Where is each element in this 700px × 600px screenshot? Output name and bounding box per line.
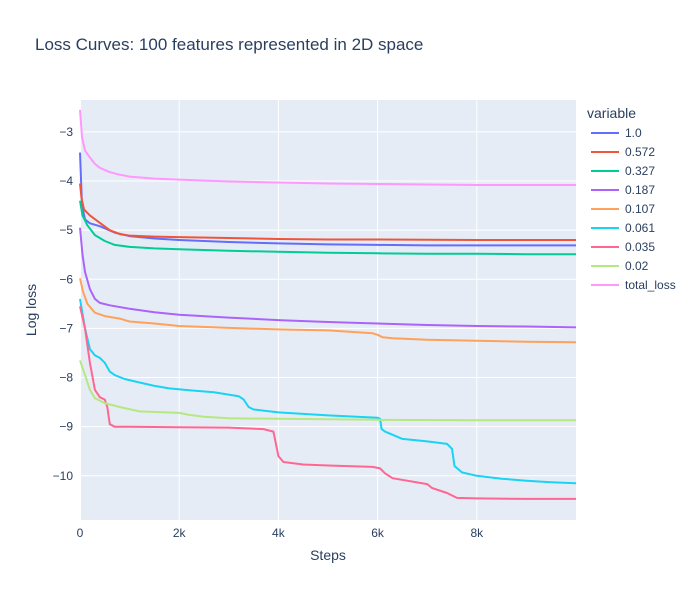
legend-item-0.107[interactable]: 0.107 (591, 202, 655, 216)
x-tick-label: 2k (173, 526, 187, 540)
legend-item-0.327[interactable]: 0.327 (591, 164, 655, 178)
y-tick-label: −6 (59, 272, 73, 286)
legend-item-0.035[interactable]: 0.035 (591, 240, 655, 254)
y-axis-title: Log loss (23, 284, 39, 336)
series-lines (79, 109, 577, 500)
legend-label: 1.0 (625, 126, 642, 140)
x-tick-label: 0 (77, 526, 84, 540)
y-tick-label: −5 (59, 223, 73, 237)
series-line-0.061 (79, 298, 577, 485)
legend-item-0.02[interactable]: 0.02 (591, 259, 649, 273)
series-line-0.187 (79, 227, 577, 329)
series-line-0.572 (79, 183, 576, 241)
series-line-0.02 (79, 360, 576, 422)
axis-ticks: 0 2k 4k 6k 8k −10 −9 −8 −7 −6 −5 −4 −3 (53, 125, 484, 540)
legend-label: 0.061 (625, 221, 655, 235)
y-tick-label: −10 (53, 469, 74, 483)
series-line-0.327 (79, 200, 576, 256)
y-tick-label: −9 (59, 420, 73, 434)
x-tick-label: 8k (470, 526, 484, 540)
y-tick-label: −7 (59, 321, 73, 335)
legend-item-total_loss[interactable]: total_loss (591, 278, 676, 292)
x-tick-label: 6k (371, 526, 385, 540)
legend-title: variable (587, 105, 636, 121)
legend-label: 0.035 (625, 240, 655, 254)
y-tick-label: −4 (59, 174, 73, 188)
legend-item-0.061[interactable]: 0.061 (591, 221, 655, 235)
legend-item-0.572[interactable]: 0.572 (591, 145, 655, 159)
x-axis-title: Steps (310, 547, 346, 563)
legend-label: 0.107 (625, 202, 655, 216)
chart-title: Loss Curves: 100 features represented in… (35, 35, 423, 54)
legend-label: 0.02 (625, 259, 649, 273)
y-tick-label: −3 (59, 125, 73, 139)
legend[interactable]: variable 1.0 0.572 0.327 0.187 0.107 0.061 0.0… (587, 105, 676, 292)
plot-area (80, 100, 576, 520)
legend-item-1.0[interactable]: 1.0 (591, 126, 642, 140)
legend-label: 0.327 (625, 164, 655, 178)
y-tick-label: −8 (59, 371, 73, 385)
legend-label: total_loss (625, 278, 676, 292)
series-line-0.035 (79, 306, 576, 500)
series-line-1.0 (79, 152, 576, 247)
legend-label: 0.187 (625, 183, 655, 197)
legend-item-0.187[interactable]: 0.187 (591, 183, 655, 197)
gridlines (79, 100, 576, 520)
series-line-total_loss (79, 109, 576, 186)
legend-label: 0.572 (625, 145, 655, 159)
series-line-0.107 (79, 278, 577, 344)
x-tick-label: 4k (272, 526, 286, 540)
